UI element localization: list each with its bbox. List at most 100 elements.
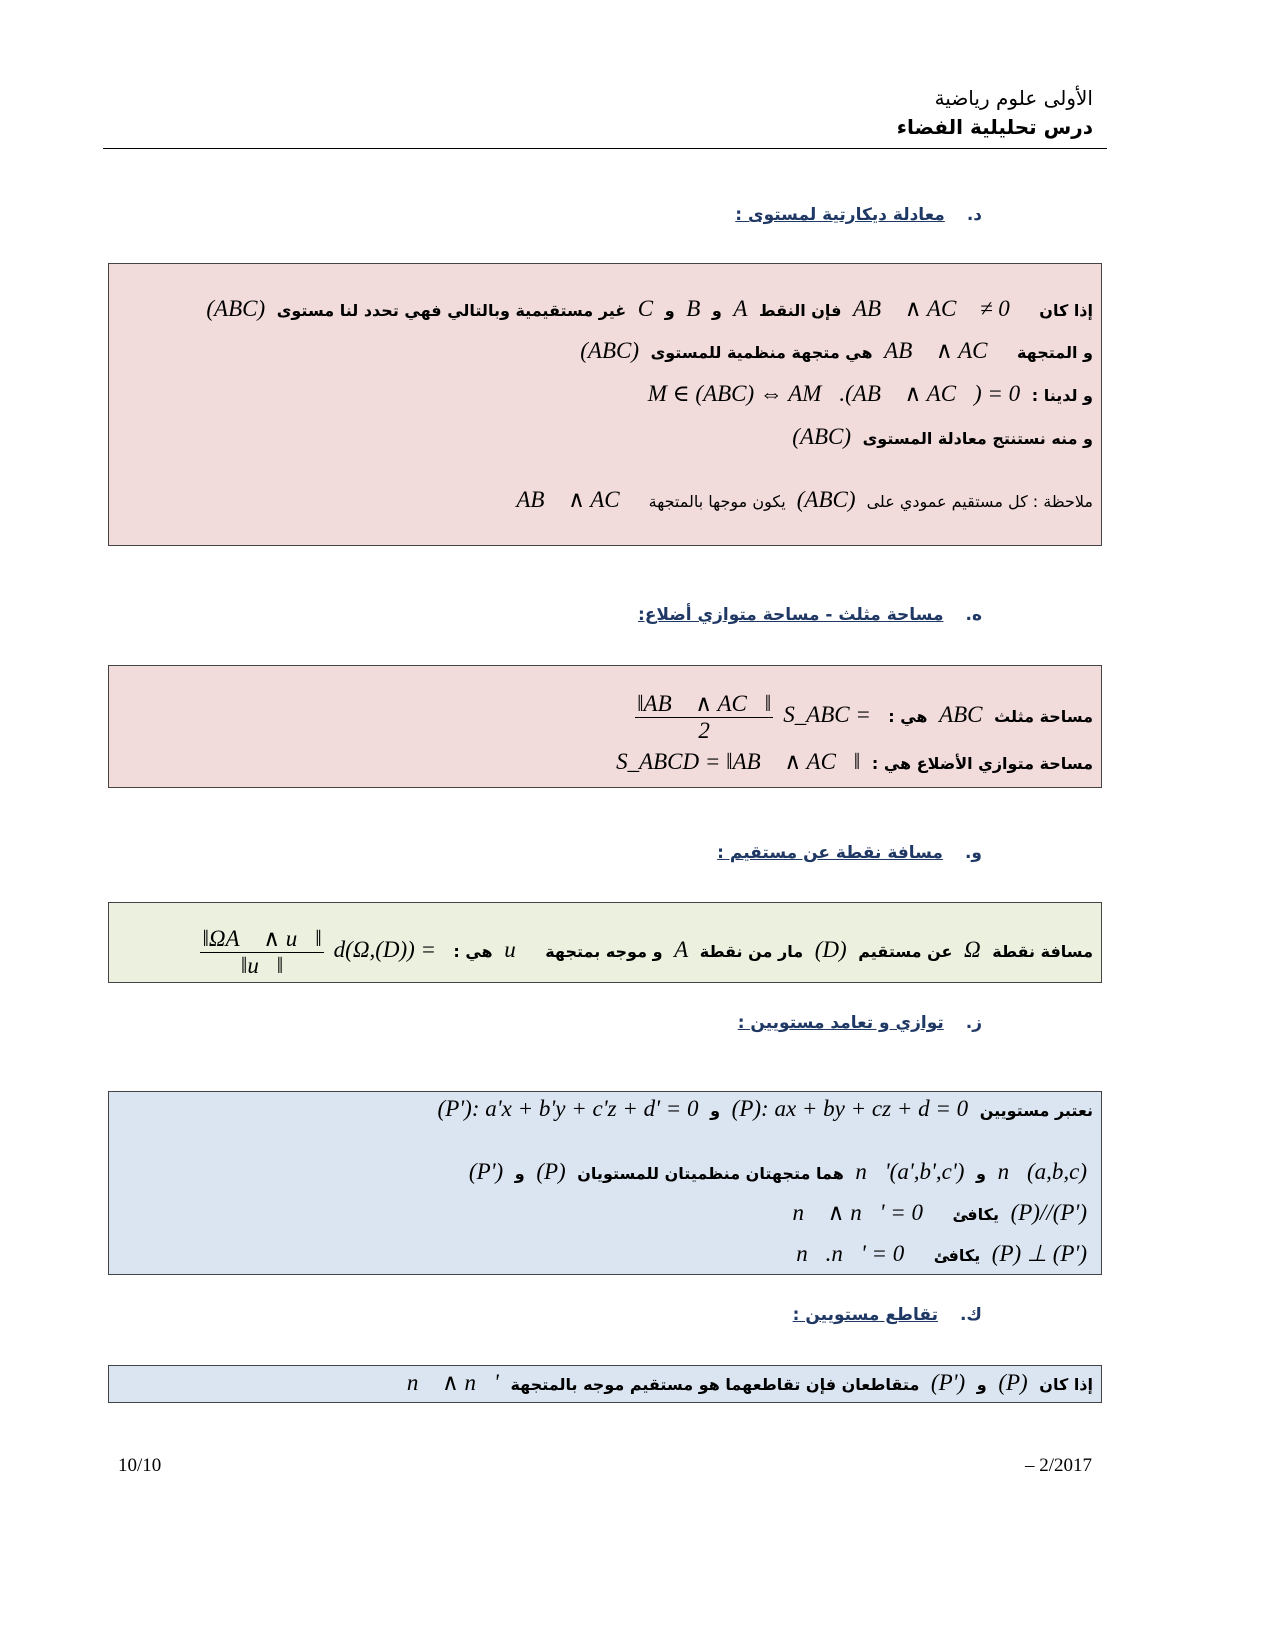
definition-box: مساحة مثلث ABC هي : S_ABC = ‖AB⃗ ∧ AC⃗‖ 2… — [108, 665, 1102, 788]
math-expression: (ABC) — [580, 338, 640, 363]
box-line: (P) ⊥ (P') يكافئ n⃗.n⃗' = 0⃗ — [790, 1241, 1093, 1267]
text: و — [976, 1164, 986, 1183]
math-expression: B — [686, 296, 701, 321]
text: غير مستقيمية وبالتالي فهي تحدد لنا مستوى — [276, 301, 627, 320]
header-level: الأولى علوم رياضية — [934, 86, 1093, 110]
text: متقاطعان فإن تقاطعهما هو مستقيم موجه بال… — [510, 1375, 920, 1394]
header-divider — [103, 148, 1107, 149]
page-number: 10/10 — [118, 1455, 162, 1476]
math-expression: S_ABC = — [783, 702, 877, 727]
text: مسافة نقطة — [992, 942, 1093, 961]
fraction: ‖AB⃗ ∧ AC⃗‖ 2 — [635, 691, 774, 744]
numerator: ‖ΩA⃗ ∧ u⃗‖ — [200, 926, 324, 953]
header-lesson-title: درس تحليلية الفضاء — [896, 115, 1093, 139]
section-number: ه. — [965, 605, 983, 625]
section-heading: ز. توازي و تعامد مستويين : — [738, 1013, 982, 1033]
math-expression: (P'): a'x + b'y + c'z + d' = 0 — [437, 1096, 699, 1121]
text: يكافئ — [952, 1205, 999, 1224]
numerator: ‖AB⃗ ∧ AC⃗‖ — [635, 691, 774, 718]
text: و — [710, 1101, 721, 1120]
section-number: ز. — [965, 1013, 982, 1033]
definition-box: مسافة نقطة Ω عن مستقيم (D) مار من نقطة A… — [108, 902, 1102, 983]
math-expression: (ABC) — [206, 296, 266, 321]
section-number: ك. — [959, 1305, 982, 1325]
text: هي : — [453, 942, 493, 961]
box-line: إذا كان (P) و (P') متقاطعان فإن تقاطعهما… — [401, 1370, 1093, 1396]
text: هما متجهتان منظميتان للمستويان — [577, 1164, 844, 1183]
box-line: إذا كان AB⃗ ∧ AC⃗ ≠ 0⃗ فإن النقط A و B و… — [200, 296, 1093, 322]
section-title: تقاطع مستويين : — [792, 1305, 938, 1325]
box-line: ملاحظة : كل مستقيم عمودي على (ABC) يكون … — [510, 487, 1093, 513]
text: ملاحظة : كل مستقيم عمودي على — [866, 492, 1093, 511]
denominator: ‖u⃗‖ — [240, 953, 284, 978]
text: هي : — [888, 707, 928, 726]
text: يكون موجها بالمتجهة — [648, 492, 786, 511]
section-title: توازي و تعامد مستويين : — [737, 1013, 944, 1033]
text: فإن النقط — [759, 301, 842, 320]
math-expression: S_ABCD = ‖AB⃗ ∧ AC⃗‖ — [616, 749, 861, 774]
section-heading: د. معادلة ديكارتية لمستوى : — [735, 205, 982, 225]
text: مار من نقطة — [699, 942, 804, 961]
math-expression: A — [674, 937, 689, 962]
text: و — [664, 301, 675, 320]
math-expression: AB⃗ ∧ AC⃗ — [884, 338, 1006, 363]
text: و موجه بمتجهة — [545, 942, 663, 961]
math-expression: n⃗ ∧ n⃗' = 0⃗ — [792, 1200, 941, 1225]
text: و — [514, 1164, 525, 1183]
text: إذا كان — [1039, 1375, 1093, 1394]
box-line: مساحة متوازي الأضلاع هي : S_ABCD = ‖AB⃗ … — [610, 749, 1093, 775]
text: و — [711, 301, 722, 320]
math-expression: (ABC) — [796, 487, 856, 512]
denominator: 2 — [698, 718, 710, 743]
definition-box: إذا كان AB⃗ ∧ AC⃗ ≠ 0⃗ فإن النقط A و B و… — [108, 263, 1102, 546]
math-expression: n⃗.n⃗' = 0⃗ — [796, 1241, 923, 1266]
text: و منه نستنتج معادلة المستوى — [862, 429, 1093, 448]
box-line: n⃗(a,b,c) و n⃗'(a',b',c') هما متجهتان من… — [463, 1159, 1093, 1185]
math-expression: (P) — [998, 1370, 1028, 1395]
math-expression: Ω — [964, 937, 981, 962]
math-expression: n⃗(a,b,c) — [997, 1159, 1087, 1184]
text: عن مستقيم — [858, 942, 953, 961]
math-expression: AB⃗ ∧ AC⃗ ≠ 0⃗ — [853, 296, 1028, 321]
section-heading: و. مسافة نقطة عن مستقيم : — [717, 843, 982, 863]
math-expression: (P') — [930, 1370, 966, 1395]
text: و المتجهة — [1016, 343, 1093, 362]
section-title: مساحة مثلث - مساحة متوازي أضلاع: — [638, 605, 944, 625]
text: يكافئ — [933, 1246, 981, 1265]
section-title: معادلة ديكارتية لمستوى : — [735, 205, 945, 225]
text: و لدينا : — [1031, 386, 1093, 405]
math-expression: n⃗'(a',b',c') — [855, 1159, 965, 1184]
footer-date: – 2/2017 — [1024, 1455, 1092, 1476]
box-line: مساحة مثلث ABC هي : S_ABC = ‖AB⃗ ∧ AC⃗‖ 2 — [631, 691, 1093, 744]
math-expression: (ABC) — [792, 424, 852, 449]
math-expression: (D) — [814, 937, 847, 962]
math-expression: C — [637, 296, 654, 321]
section-title: مسافة نقطة عن مستقيم : — [717, 843, 943, 863]
section-heading: ه. مساحة مثلث - مساحة متوازي أضلاع: — [638, 605, 982, 625]
section-heading: ك. تقاطع مستويين : — [793, 1305, 982, 1325]
math-expression: A — [733, 296, 748, 321]
definition-box: إذا كان (P) و (P') متقاطعان فإن تقاطعهما… — [108, 1365, 1102, 1403]
section-number: د. — [966, 205, 982, 225]
math-expression: AB⃗ ∧ AC⃗ — [516, 487, 638, 512]
definition-box: نعتبر مستويين (P): ax + by + cz + d = 0 … — [108, 1091, 1102, 1275]
fraction: ‖ΩA⃗ ∧ u⃗‖ ‖u⃗‖ — [200, 926, 324, 979]
math-expression: (P)//(P') — [1010, 1200, 1087, 1225]
math-expression: (P') — [468, 1159, 504, 1184]
math-expression: u⃗ — [504, 937, 534, 962]
box-line: نعتبر مستويين (P): ax + by + cz + d = 0 … — [432, 1096, 1093, 1122]
math-expression: ABC — [939, 702, 983, 727]
math-expression: (P) — [536, 1159, 566, 1184]
text: مساحة مثلث — [994, 707, 1093, 726]
text: مساحة متوازي الأضلاع هي : — [871, 754, 1093, 773]
section-number: و. — [964, 843, 982, 863]
box-line: مسافة نقطة Ω عن مستقيم (D) مار من نقطة A… — [196, 926, 1093, 979]
math-expression: (P) ⊥ (P') — [991, 1241, 1087, 1266]
math-expression: (P): ax + by + cz + d = 0 — [731, 1096, 969, 1121]
text: إذا كان — [1039, 301, 1093, 320]
box-line: و لدينا : M ∈ (ABC) ⇔ AM⃗.(AB⃗ ∧ AC⃗) = … — [642, 381, 1093, 407]
text: نعتبر مستويين — [979, 1101, 1093, 1120]
text: و — [976, 1375, 987, 1394]
box-line: (P)//(P') يكافئ n⃗ ∧ n⃗' = 0⃗ — [786, 1200, 1093, 1226]
math-expression: n⃗ ∧ n⃗' — [406, 1370, 499, 1395]
